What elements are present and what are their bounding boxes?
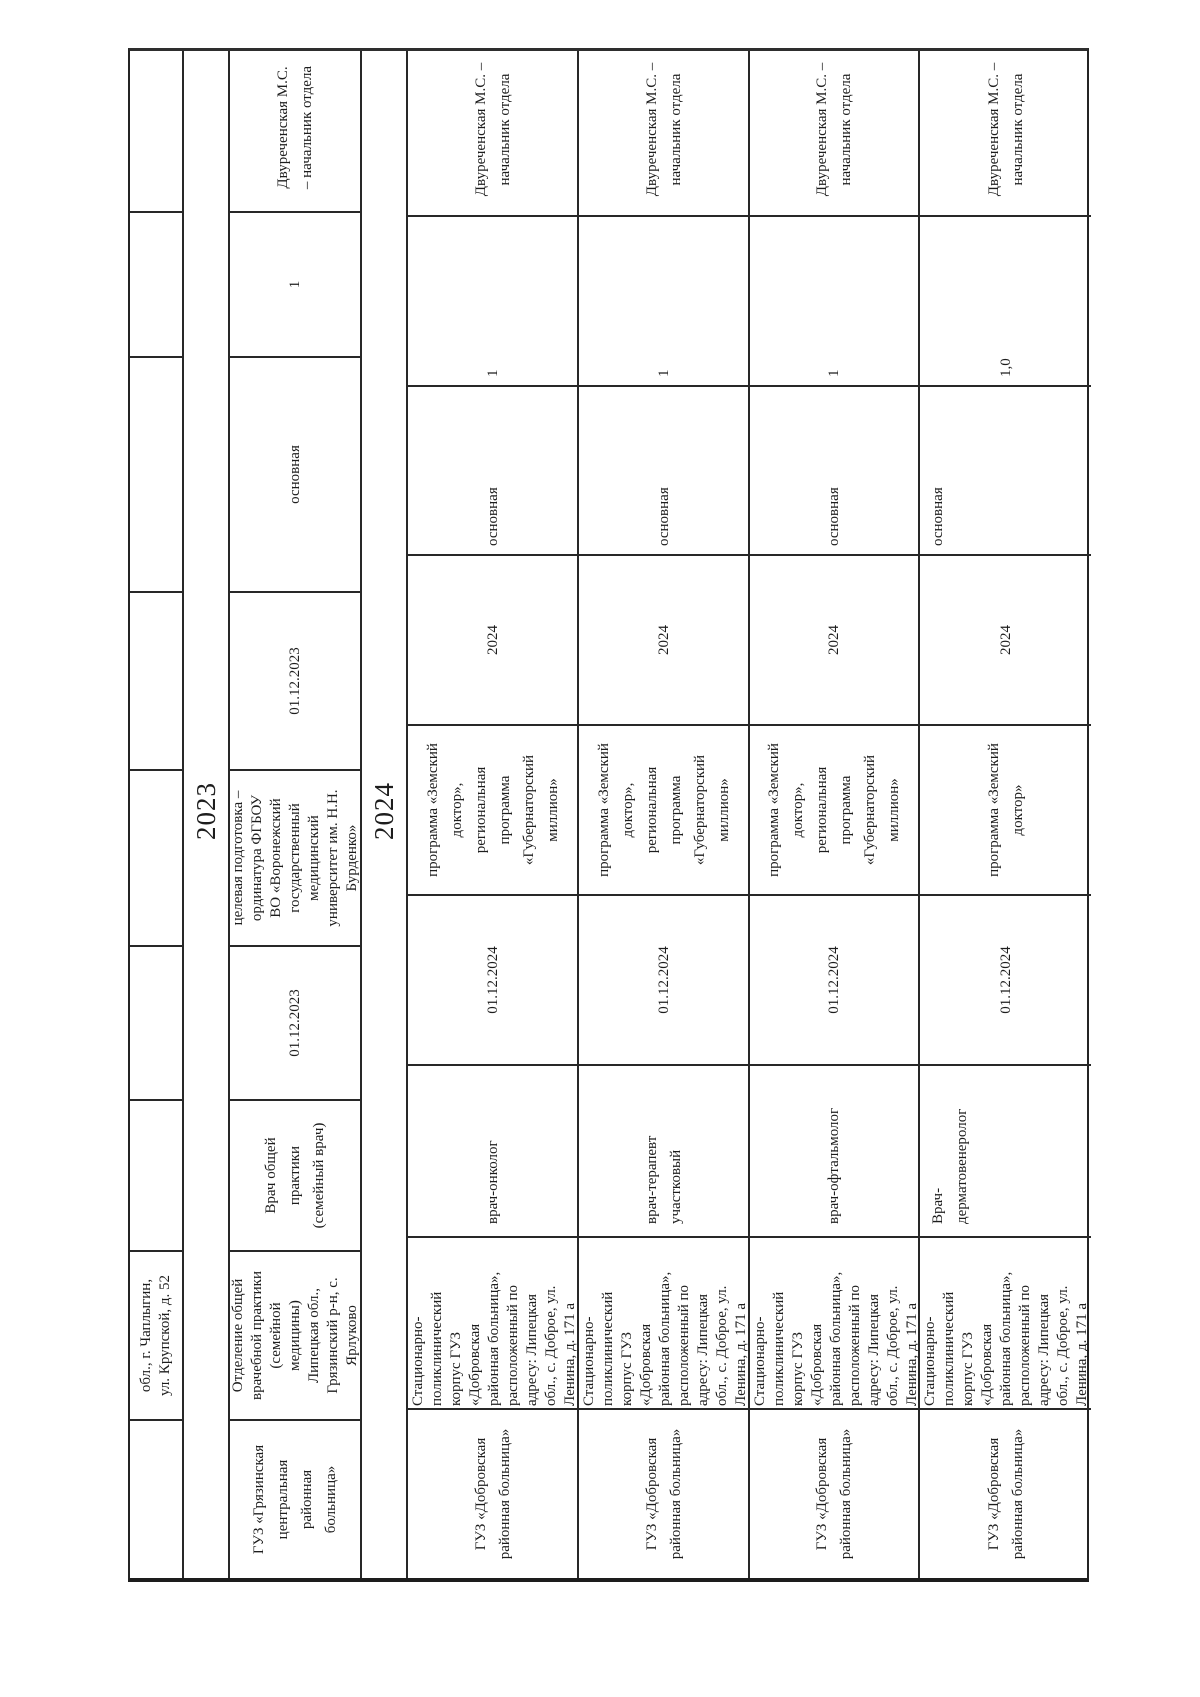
cell-position: врач-онколог [408, 1064, 577, 1236]
cell-position: врач-терапевт участковый [579, 1064, 748, 1236]
cell-department: Стационарно- поликлинический корпус ГУЗ … [750, 1236, 918, 1408]
cell-program: целевая подготовка – ординатура ФГБОУ ВО… [230, 769, 360, 945]
cell-vacancy-type: основная [230, 356, 360, 591]
cell-program: программа «Земский доктор», региональная… [579, 724, 748, 894]
cell-vacancy-date: 01.12.2024 [750, 894, 918, 1064]
cell-program: программа «Земский доктор», региональная… [408, 724, 577, 894]
table-row-dermatovenerologist: ГУЗ «Добровская районная больница» Стаци… [920, 51, 1091, 1578]
cell-fill-period: 2024 [408, 554, 577, 724]
cell-fill-period: 2024 [920, 554, 1091, 724]
cell-vacancy-type: основная [750, 385, 918, 554]
vacancy-table: обл., г. Чаплыгин, ул. Крупской, д. 52 2… [128, 48, 1091, 1582]
table-row-ophthalmologist: ГУЗ «Добровская районная больница» Стаци… [750, 51, 920, 1578]
cell-vacancy-date: 01.12.2023 [230, 945, 360, 1099]
table-row-oncologist: ГУЗ «Добровская районная больница» Стаци… [408, 51, 579, 1578]
cell-program: программа «Земский доктор», региональная… [750, 724, 918, 894]
cell-vacancy-date-empty [130, 945, 182, 1099]
cell-rate: 1 [230, 211, 360, 356]
cell-org: ГУЗ «Добровская районная больница» [920, 1408, 1091, 1578]
cell-vacancy-type: основная [408, 385, 577, 554]
cell-org: ГУЗ «Добровская районная больница» [579, 1408, 748, 1578]
cell-department-address: обл., г. Чаплыгин, ул. Крупской, д. 52 [130, 1250, 182, 1419]
cell-rate-empty [130, 211, 182, 356]
cell-vacancy-date: 01.12.2024 [579, 894, 748, 1064]
cell-rate: 1 [579, 215, 748, 385]
cell-responsible: Двуреченская М.С. – начальник отдела [643, 62, 684, 197]
cell-vacancy-type-empty [130, 356, 182, 591]
cell-responsible-empty [130, 44, 182, 211]
cell-department: Стационарно- поликлинический корпус ГУЗ … [408, 1236, 577, 1408]
cell-responsible: Двуреченская М.С. – начальник отдела [472, 62, 513, 197]
cell-vacancy-type: основная [579, 385, 748, 554]
cell-department: Стационарно- поликлинический корпус ГУЗ … [920, 1236, 1091, 1408]
cell-fill-period: 2024 [750, 554, 918, 724]
table-row-therapist: ГУЗ «Добровская районная больница» Стаци… [579, 51, 750, 1578]
cell-program-empty [130, 769, 182, 945]
cell-vacancy-date: 01.12.2024 [408, 894, 577, 1064]
table-row-gryazinskaya: ГУЗ «Грязинская центральная районная бол… [230, 51, 362, 1578]
cell-department: Отделение общей врачебной практики (семе… [230, 1250, 360, 1419]
year-header-2024: 2024 [369, 782, 399, 840]
cell-org: ГУЗ «Добровская районная больница» [750, 1408, 918, 1578]
year-header-2023: 2023 [191, 782, 221, 840]
cell-position: Врач- дерматовенеролог [920, 1064, 1091, 1236]
cell-rate: 1 [750, 215, 918, 385]
cell-fill-period: 01.12.2023 [230, 591, 360, 769]
cell-position-empty [130, 1099, 182, 1250]
cell-position: Врач общей практики (семейный врач) [230, 1099, 360, 1250]
cell-org-empty [130, 1419, 182, 1578]
cell-position: врач-офтальмолог [750, 1064, 918, 1236]
cell-fill-period-empty [130, 591, 182, 769]
cell-department: Стационарно- поликлинический корпус ГУЗ … [579, 1236, 748, 1408]
cell-vacancy-date: 01.12.2024 [920, 894, 1091, 1064]
cell-responsible: Двуреченская М.С. – начальник отдела [275, 65, 315, 190]
cell-vacancy-type: основная [920, 385, 1091, 554]
table-row-year-2024: 2024 [362, 51, 408, 1578]
cell-org: ГУЗ «Добровская районная больница» [408, 1408, 577, 1578]
cell-responsible: Двуреченская М.С. – начальник отдела [985, 62, 1026, 197]
table-row-year-2023: 2023 [184, 51, 230, 1578]
cell-fill-period: 2024 [579, 554, 748, 724]
cell-org: ГУЗ «Грязинская центральная районная бол… [230, 1419, 360, 1578]
cell-responsible: Двуреченская М.С. – начальник отдела [814, 62, 854, 197]
table-row-continuation: обл., г. Чаплыгин, ул. Крупской, д. 52 [130, 51, 184, 1578]
cell-rate: 1 [408, 215, 577, 385]
cell-program: программа «Земский доктор» [920, 724, 1091, 894]
cell-rate: 1,0 [920, 215, 1091, 385]
